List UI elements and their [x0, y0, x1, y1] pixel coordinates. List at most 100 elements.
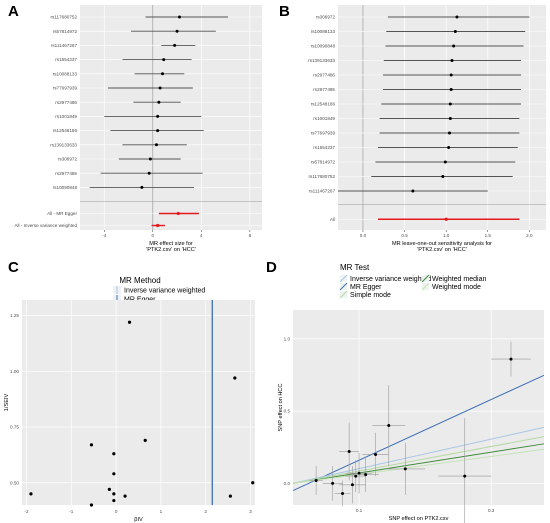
snp-estimate-point	[140, 185, 144, 189]
snp-estimate-point	[161, 72, 165, 76]
x-tick-label: 0.3	[488, 508, 495, 513]
regression-line	[292, 448, 545, 484]
snp-estimate-point	[177, 15, 181, 19]
snp-estimate-point	[156, 129, 160, 133]
panel-label-d: D	[266, 259, 277, 276]
snp-point	[364, 473, 368, 477]
x-tick-label: 1.5	[485, 233, 492, 238]
summary-label: All - Inverse variance weighted	[14, 223, 77, 228]
snp-point	[251, 481, 255, 485]
x-tick-label: 8	[249, 233, 252, 238]
regression-line	[292, 436, 545, 484]
snp-point	[354, 474, 358, 478]
legend-title: MR Test	[340, 263, 370, 272]
snp-estimate-point	[452, 44, 456, 48]
snp-point	[314, 478, 318, 482]
y-tick-label: 0.0	[284, 481, 291, 486]
snp-label: rs111467267	[51, 43, 78, 48]
y-axis-label: SNP effect on HCC	[278, 384, 284, 432]
snp-label: rs57814972	[311, 160, 336, 165]
x-tick-label: 0.5	[401, 233, 408, 238]
x-tick-label: 1	[160, 509, 163, 514]
snp-label: rs139133633	[50, 142, 77, 147]
snp-estimate-point	[147, 171, 151, 175]
snp-estimate-point	[157, 100, 161, 104]
snp-estimate-point	[443, 160, 447, 164]
snp-estimate-point	[158, 86, 162, 90]
snp-label: rs1001849	[55, 114, 77, 119]
snp-label: rs2977486	[313, 73, 335, 78]
snp-estimate-point	[148, 157, 152, 161]
snp-point	[228, 494, 232, 498]
snp-point	[112, 452, 116, 456]
x-tick-label: 2	[204, 509, 207, 514]
snp-point	[127, 320, 132, 324]
snp-label: rs77697939	[311, 131, 336, 136]
snp-point	[112, 492, 116, 496]
snp-point	[123, 494, 127, 498]
snp-label: rs1554237	[313, 145, 335, 150]
snp-point	[107, 487, 111, 492]
x-axis-label: MR effect size for	[149, 241, 193, 247]
snp-point	[341, 491, 345, 495]
snp-label: rs10088133	[53, 71, 78, 76]
plot-background	[80, 5, 262, 230]
snp-estimate-point	[173, 43, 177, 47]
panel-label-b: B	[279, 3, 290, 20]
panel-b-leave-one-out-plot: 0.0 0.5 1.0 1.5 2.0 rs306972 rs10088133 rs10090…	[308, 5, 546, 253]
x-tick-label: 3	[249, 509, 252, 514]
snp-estimate-point	[447, 131, 451, 135]
snp-label: rs10090848	[311, 44, 336, 49]
y-tick-label: 0.50	[10, 480, 19, 485]
snp-estimate-point	[448, 117, 452, 120]
legend-item: Weighted mode	[432, 284, 481, 291]
regression-line	[292, 443, 545, 484]
snp-estimate-point	[449, 88, 453, 91]
plot-background	[338, 5, 546, 230]
snp-point	[112, 472, 116, 476]
snp-point	[374, 452, 378, 456]
x-tick-label: 0	[115, 509, 118, 514]
snp-label: rs139133633	[308, 58, 335, 63]
summary-estimate-point	[444, 217, 448, 221]
legend-key-line	[339, 290, 348, 299]
x-tick-label: 0	[152, 233, 155, 238]
x-tick-label: 0.0	[360, 233, 367, 238]
snp-label: rs117680752	[309, 174, 336, 179]
snp-point	[347, 450, 351, 454]
panel-label-c: C	[8, 259, 19, 276]
snp-label: rs10090848	[53, 185, 78, 190]
snp-point	[89, 503, 94, 507]
snp-point	[403, 467, 407, 471]
snp-point	[357, 471, 361, 475]
legend-title: MR Method	[119, 276, 160, 285]
snp-label: rs10088133	[311, 29, 336, 34]
snp-point	[233, 376, 237, 380]
snp-point	[143, 438, 147, 442]
snp-estimate-point	[162, 58, 166, 62]
plot-background	[22, 300, 255, 505]
snp-label: rs1001849	[313, 116, 335, 121]
snp-point	[331, 481, 335, 485]
regression-line	[292, 374, 545, 492]
legend-key-line	[339, 282, 348, 291]
x-tick-label: 0.1	[356, 508, 363, 513]
summary-estimate-point	[176, 211, 180, 216]
x-tick-label: -2	[24, 509, 29, 514]
snp-estimate-point	[448, 102, 452, 106]
y-tick-label: 1.25	[10, 313, 19, 318]
x-axis-label: βIV	[134, 517, 143, 523]
legend-key-line	[421, 282, 430, 291]
snp-label: rs12548186	[311, 102, 336, 107]
snp-point	[387, 424, 391, 428]
snp-label: rs12548186	[53, 128, 78, 133]
y-axis-label: 1/SEIV	[4, 394, 10, 412]
snp-label: rs117680752	[51, 15, 78, 20]
snp-point	[463, 474, 467, 478]
snp-label: rs111467267	[309, 189, 336, 194]
plot-background	[293, 310, 544, 505]
legend-key-line	[421, 274, 430, 283]
legend-key-line	[339, 274, 348, 283]
snp-label: rs306972	[58, 157, 78, 162]
